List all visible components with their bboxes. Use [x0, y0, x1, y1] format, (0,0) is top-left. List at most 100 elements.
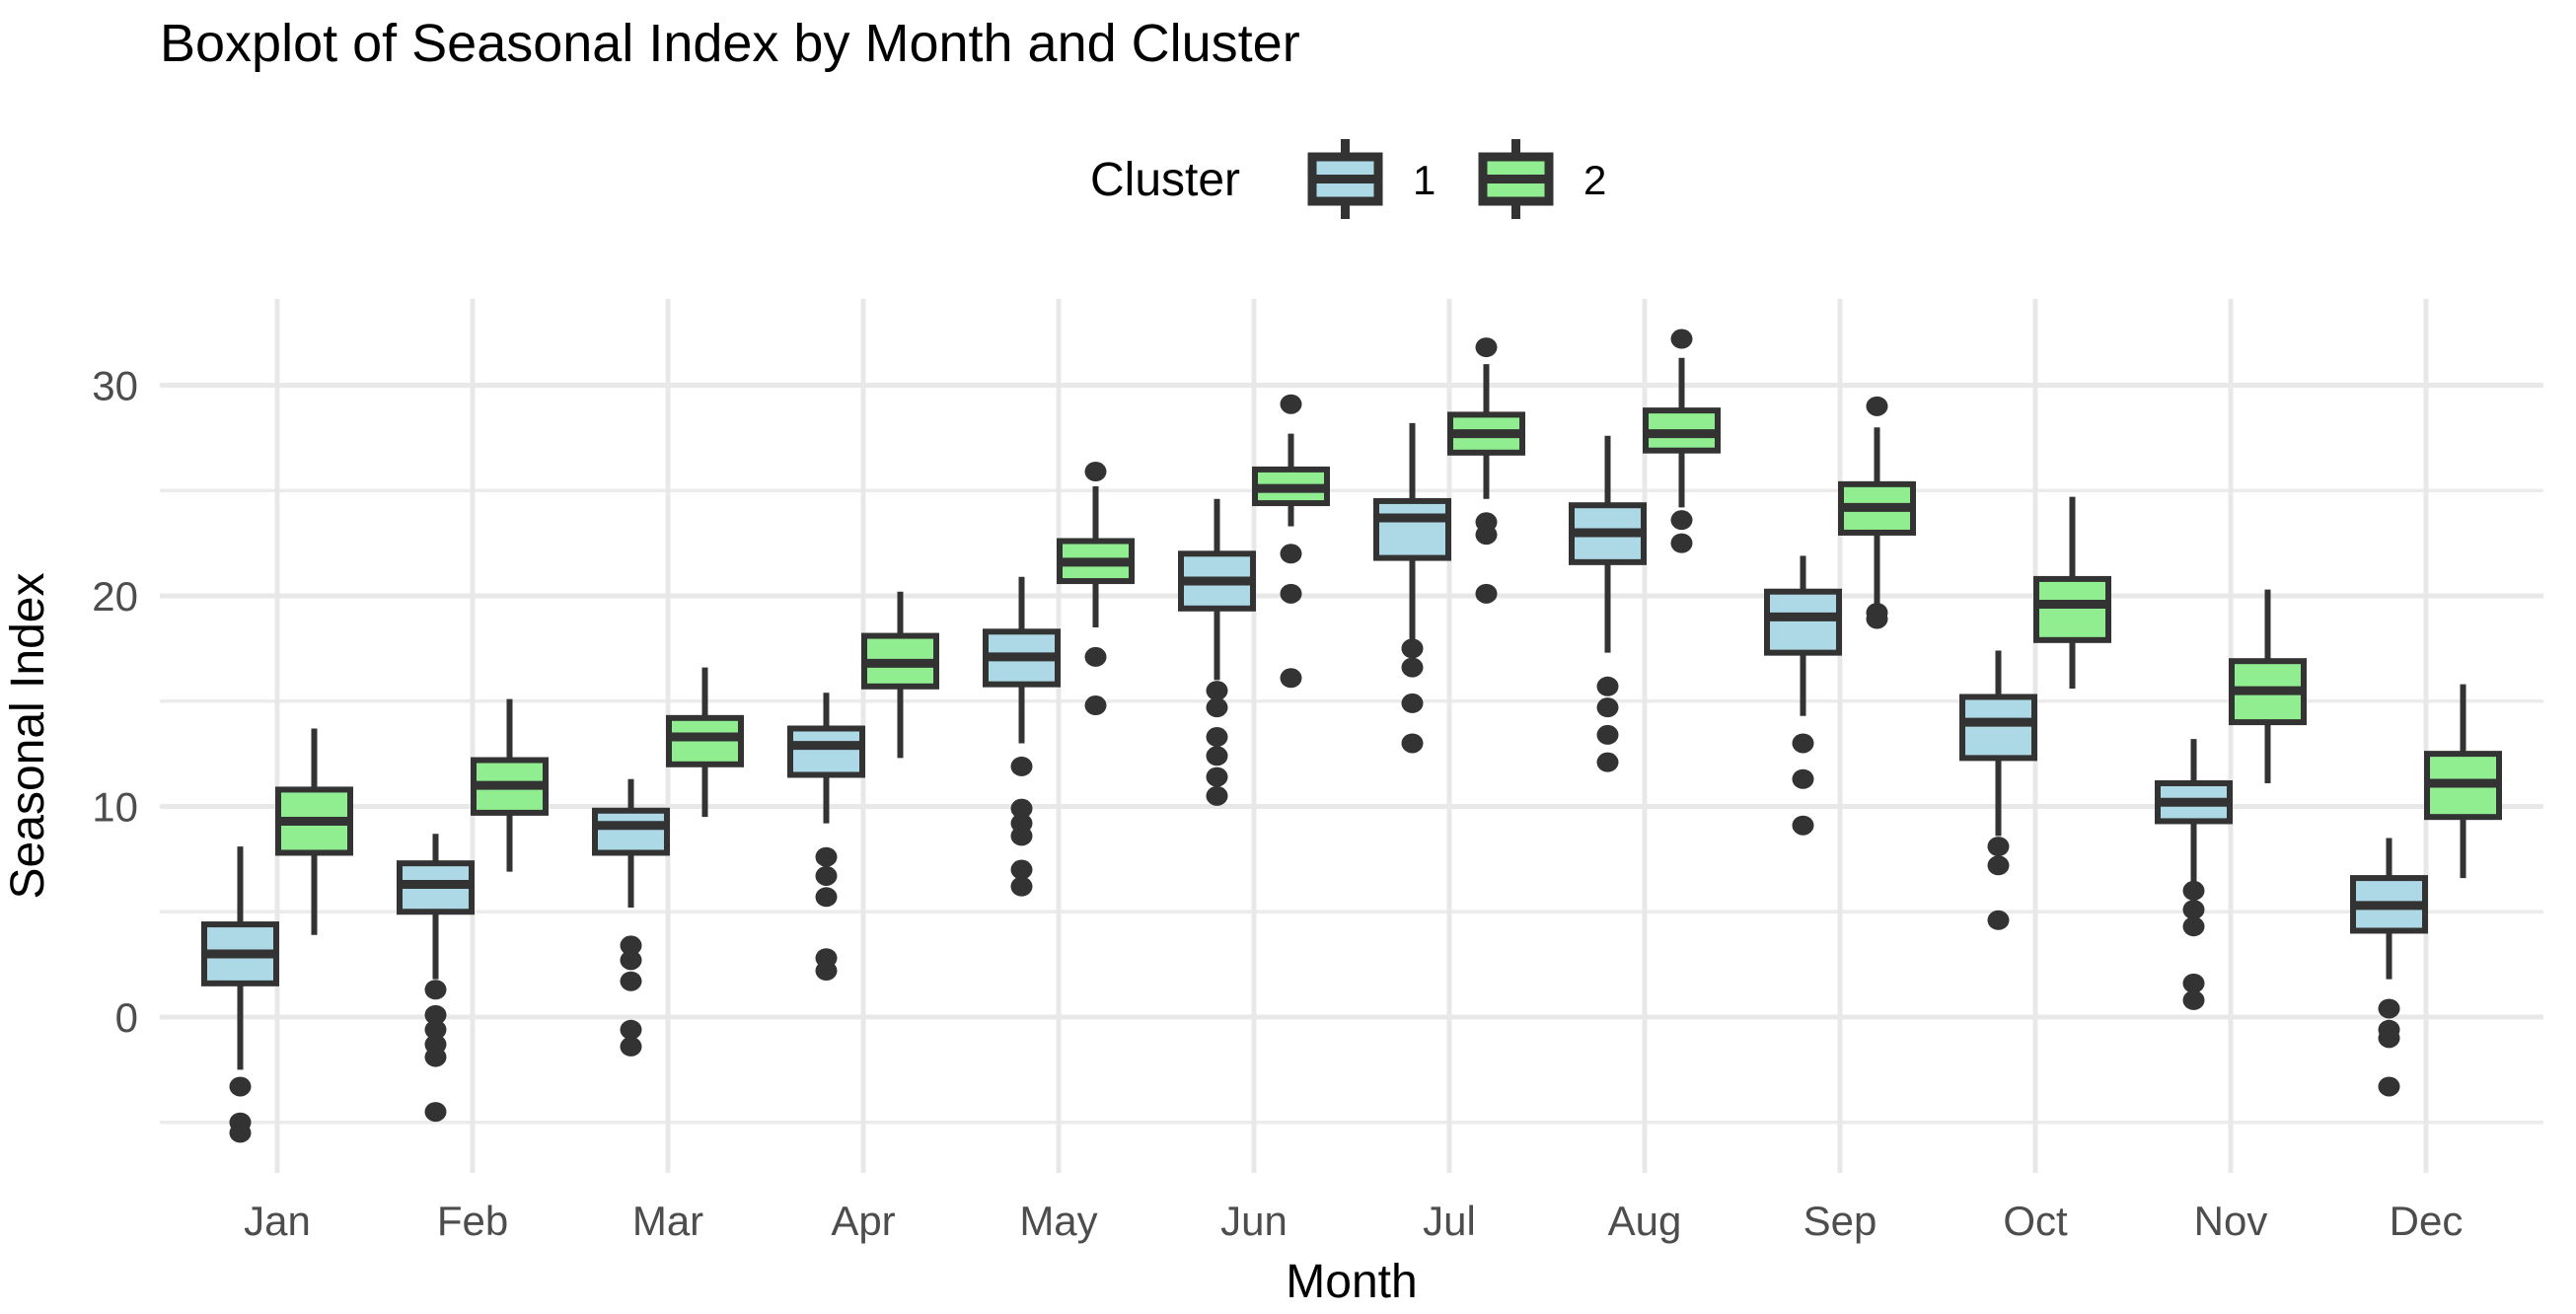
outlier-point	[2182, 973, 2205, 993]
boxplot-jan-cluster2	[275, 728, 353, 935]
outlier-point	[1206, 727, 1228, 748]
outlier-point	[1280, 583, 1302, 604]
outlier-point	[424, 980, 447, 1000]
outlier-point	[620, 971, 642, 991]
boxplot-jul-cluster1	[1373, 422, 1451, 754]
boxplot-sep-cluster2	[1838, 396, 1916, 629]
outlier-point	[2378, 1076, 2400, 1097]
boxplot-apr-cluster2	[861, 591, 939, 759]
boxplot-apr-cluster1	[787, 693, 865, 982]
outlier-point	[1010, 798, 1033, 819]
iqr-box	[787, 725, 865, 778]
x-tick-label-mar: Mar	[632, 1198, 703, 1244]
x-tick-label-jul: Jul	[1423, 1198, 1476, 1244]
outlier-point	[1792, 768, 1814, 789]
boxplot-oct-cluster1	[1959, 650, 2037, 930]
outlier-point	[1010, 859, 1033, 880]
outlier-point	[1670, 533, 1693, 553]
outlier-point	[2182, 916, 2205, 937]
x-axis-tick-labels: Jan Feb Mar Apr May Jun Jul Aug Sep Oct Nov Dec	[244, 1198, 2463, 1244]
outlier-point	[1987, 837, 2010, 857]
outlier-point	[1280, 544, 1302, 564]
x-tick-label-feb: Feb	[437, 1198, 508, 1244]
outlier-point	[1792, 733, 1814, 754]
x-tick-label-jun: Jun	[1220, 1198, 1288, 1244]
legend-label-cluster1: 1	[1413, 157, 1435, 203]
boxplot-may-cluster1	[983, 576, 1061, 897]
iqr-box	[1764, 588, 1842, 656]
outlier-point	[1670, 510, 1693, 531]
boxplot-mar-cluster1	[592, 778, 670, 1057]
boxplot-jun-cluster1	[1178, 498, 1256, 806]
x-tick-label-jan: Jan	[244, 1198, 311, 1244]
plot-title: Boxplot of Seasonal Index by Month and C…	[160, 14, 1300, 73]
outlier-point	[620, 935, 642, 956]
outlier-point	[1401, 638, 1424, 659]
outlier-point	[1084, 646, 1107, 667]
outlier-point	[1084, 462, 1107, 482]
x-tick-label-nov: Nov	[2194, 1198, 2268, 1244]
iqr-box	[1959, 694, 2037, 762]
y-tick-label-20: 20	[92, 573, 138, 620]
outlier-point	[1866, 609, 1888, 629]
outlier-point	[1010, 876, 1033, 897]
y-axis-tick-labels: 0 10 20 30	[92, 363, 138, 1042]
outlier-point	[1206, 697, 1228, 718]
outlier-point	[1475, 525, 1498, 546]
outlier-point	[1401, 693, 1424, 713]
outlier-point	[1206, 785, 1228, 806]
boxplot-jan-cluster1	[201, 846, 279, 1143]
boxplot-nov-cluster2	[2229, 589, 2307, 784]
y-axis-title: Seasonal Index	[2, 573, 54, 900]
outlier-point	[2182, 900, 2205, 920]
outlier-point	[1084, 695, 1107, 716]
boxplot-dec-cluster1	[2350, 838, 2428, 1097]
outlier-point	[1475, 337, 1498, 358]
x-tick-label-sep: Sep	[1803, 1198, 1877, 1244]
outlier-point	[1401, 657, 1424, 678]
boxplot-feb-cluster1	[397, 834, 475, 1123]
y-tick-label-10: 10	[92, 784, 138, 831]
iqr-box	[1373, 497, 1451, 561]
legend-label-cluster2: 2	[1583, 157, 1606, 203]
outlier-point	[1596, 752, 1619, 772]
boxplot-oct-cluster2	[2033, 496, 2111, 689]
boxplot-series	[201, 328, 2502, 1143]
y-tick-label-30: 30	[92, 363, 138, 409]
boxplot-dec-cluster2	[2424, 684, 2502, 879]
boxplot-jun-cluster2	[1252, 394, 1330, 689]
x-tick-label-may: May	[1019, 1198, 1097, 1244]
outlier-point	[424, 1102, 447, 1123]
outlier-point	[1475, 583, 1498, 604]
iqr-box	[592, 807, 670, 856]
outlier-point	[229, 1076, 252, 1097]
outlier-point	[815, 846, 838, 867]
boxplot-jul-cluster2	[1447, 337, 1525, 604]
boxplot-nov-cluster1	[2155, 739, 2233, 1010]
boxplot-feb-cluster2	[471, 698, 549, 872]
outlier-point	[1792, 815, 1814, 836]
outlier-point	[815, 961, 838, 982]
outlier-point	[1596, 724, 1619, 745]
outlier-point	[1987, 855, 2010, 876]
legend-key-cluster1-boxplot-icon	[1307, 139, 1383, 219]
outlier-point	[620, 950, 642, 971]
gridlines	[160, 299, 2543, 1173]
outlier-point	[1670, 328, 1693, 349]
outlier-point	[1206, 681, 1228, 701]
x-tick-label-aug: Aug	[1608, 1198, 1682, 1244]
outlier-point	[1206, 766, 1228, 787]
outlier-point	[815, 865, 838, 886]
outlier-point	[620, 1019, 642, 1040]
x-tick-label-dec: Dec	[2390, 1198, 2464, 1244]
outlier-point	[2182, 989, 2205, 1010]
outlier-point	[1866, 396, 1888, 416]
legend-key-cluster2-boxplot-icon	[1478, 139, 1554, 219]
outlier-point	[815, 887, 838, 908]
outlier-point	[620, 1036, 642, 1057]
outlier-point	[2182, 880, 2205, 901]
boxplot-aug-cluster2	[1643, 328, 1721, 553]
outlier-point	[229, 1123, 252, 1143]
